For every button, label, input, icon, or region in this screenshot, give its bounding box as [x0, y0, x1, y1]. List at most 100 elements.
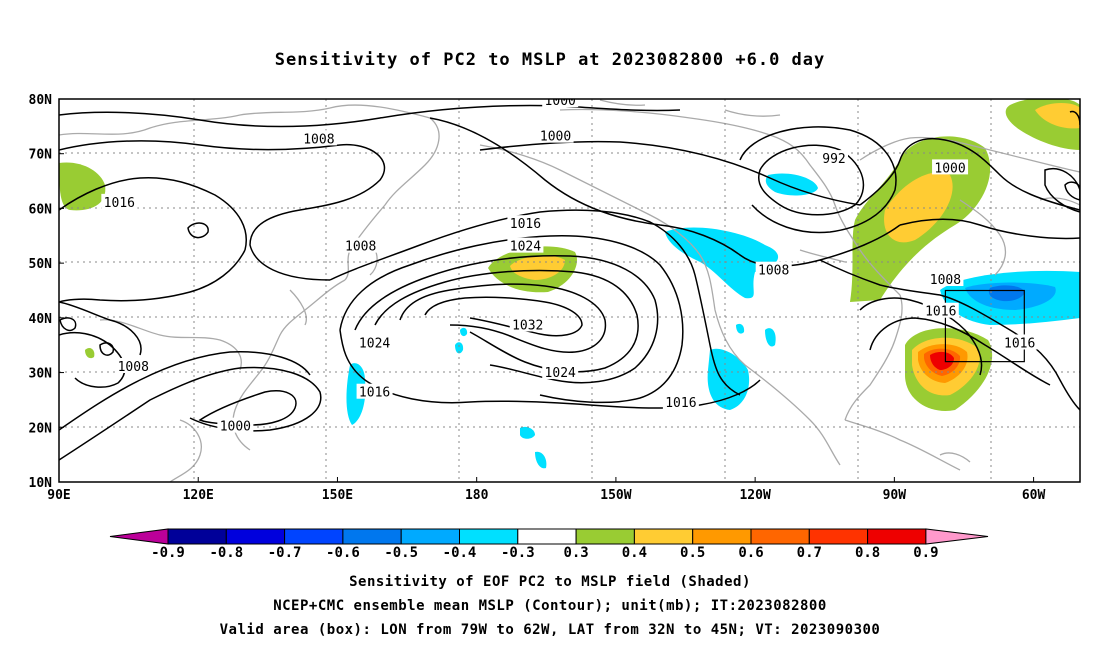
negative-sensitivity-region	[736, 323, 745, 334]
negative-sensitivity-region	[765, 328, 776, 347]
contour-label-bg	[342, 237, 379, 253]
longitude-label: 60W	[1022, 488, 1046, 503]
contour-label-bg	[507, 237, 544, 253]
contour-label: 1016	[1004, 336, 1035, 351]
contour-label: 1016	[925, 305, 956, 320]
contour-label-bg	[300, 130, 337, 146]
contour-label-bg	[356, 383, 393, 399]
latitude-label: 70N	[29, 148, 53, 163]
positive-sensitivity-region	[85, 347, 95, 359]
footer-line-contour: NCEP+CMC ensemble mean MSLP (Contour); u…	[273, 598, 827, 614]
colorbar-segment	[867, 528, 927, 545]
contour-label-bg	[356, 334, 393, 350]
colorbar-segment	[517, 528, 577, 545]
negative-sensitivity-region	[460, 327, 468, 337]
longitude-label: 120E	[183, 488, 214, 503]
longitude-label: 150E	[322, 488, 353, 503]
contour-label: 1016	[510, 217, 541, 232]
contour-label-bg	[542, 364, 579, 380]
contour-label: 1016	[104, 196, 135, 211]
contour-label-bg	[509, 316, 546, 332]
contour-label-bg	[537, 127, 574, 143]
map-frame	[58, 98, 1081, 483]
colorbar-label: 0.8	[855, 545, 880, 561]
longitude-label: 150W	[600, 488, 631, 503]
negative-sensitivity-region	[988, 285, 1025, 302]
contour-label: 992	[822, 152, 845, 167]
contour-label: 1016	[359, 386, 390, 401]
colorbar-segment	[400, 528, 461, 545]
colorbar-segment	[575, 528, 635, 545]
latitude-label: 10N	[29, 476, 53, 491]
colorbar-label: -0.4	[443, 545, 477, 561]
colorbar-segment	[633, 528, 694, 545]
colorbar-segment	[808, 528, 869, 545]
contour-label-bg	[101, 193, 138, 209]
latitude-label: 40N	[29, 312, 53, 327]
valid-area-box	[944, 289, 1025, 363]
colorbar-label: -0.9	[151, 545, 185, 561]
contour-label: 1024	[510, 240, 541, 255]
contour-label-bg	[662, 394, 699, 410]
longitude-ticks	[58, 477, 1035, 482]
contour-label: 1008	[345, 240, 376, 255]
longitude-label: 120W	[739, 488, 770, 503]
footer-line-valid-area: Valid area (box): LON from 79W to 62W, L…	[219, 622, 881, 638]
latitude-ticks	[59, 98, 64, 483]
colorbar-label: 0.9	[913, 545, 938, 561]
negative-sensitivity-region	[765, 173, 818, 196]
colorbar-segment	[225, 528, 286, 545]
colorbar-segment	[750, 528, 810, 545]
colorbar-segment	[167, 528, 227, 545]
colorbar-label: -0.8	[209, 545, 243, 561]
colorbar-label: 0.7	[797, 545, 822, 561]
colorbar-label: 0.4	[622, 545, 647, 561]
contour-label: 1000	[540, 130, 571, 145]
contour-label-bg	[542, 99, 579, 108]
colorbar-segment	[692, 528, 752, 545]
contour-label: 1016	[665, 396, 696, 411]
latitude-label: 30N	[29, 367, 53, 382]
contour-label-bg	[507, 215, 544, 231]
coastlines	[59, 99, 1080, 482]
colorbar-segment	[342, 528, 402, 545]
contour-label: 1000	[220, 420, 251, 435]
contour-label-bg	[932, 159, 969, 175]
contour-label: 1024	[359, 336, 390, 351]
colorbar-label: 0.5	[680, 545, 705, 561]
contour-label: 1032	[512, 318, 543, 333]
colorbar-segment	[284, 528, 344, 545]
negative-sensitivity-region	[346, 363, 366, 425]
footer-line-shading: Sensitivity of EOF PC2 to MSLP field (Sh…	[349, 574, 751, 590]
longitude-labels: 90E 120E 150E 180 150W 120W 90W 60W	[47, 488, 1045, 503]
contour-label: 1008	[303, 132, 334, 147]
latitude-label: 80N	[29, 93, 53, 108]
contour-label: 1000	[934, 161, 965, 176]
longitude-label: 90W	[883, 488, 907, 503]
contour-label-bg	[755, 261, 792, 277]
colorbar: -0.9 -0.8 -0.7 -0.6 -0.5 -0.4 -0.3 0.3 0.4 0.5 0.6…	[109, 528, 989, 561]
contour-label-bg	[1001, 334, 1038, 350]
colorbar-label: 0.3	[563, 545, 588, 561]
latitude-label: 20N	[29, 421, 53, 436]
latitude-labels: 80N 70N 60N 50N 40N 30N 20N 10N	[29, 93, 53, 491]
colorbar-low-end	[109, 528, 169, 545]
contour-label: 1008	[930, 273, 961, 288]
sensitivity-shading	[59, 99, 1080, 469]
contour-label: 1000	[545, 94, 576, 109]
positive-sensitivity-region	[930, 351, 954, 370]
map-title: Sensitivity of PC2 to MSLP at 2023082800…	[274, 50, 826, 70]
contour-label-bg	[922, 302, 959, 318]
longitude-label: 180	[465, 488, 489, 503]
negative-sensitivity-region	[535, 451, 547, 469]
contour-label-bg	[927, 271, 964, 287]
latitude-label: 60N	[29, 202, 53, 217]
colorbar-label: -0.6	[326, 545, 360, 561]
mslp-contours	[59, 104, 1080, 461]
longitude-label: 90E	[47, 488, 70, 503]
contour-label-bg	[217, 417, 254, 433]
colorbar-segment	[459, 528, 519, 545]
contour-label: 1008	[118, 360, 149, 375]
colorbar-label: -0.3	[501, 545, 535, 561]
